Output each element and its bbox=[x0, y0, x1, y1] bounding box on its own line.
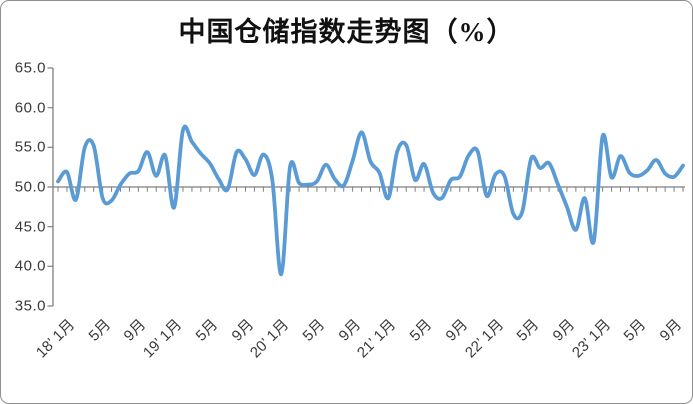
chart-title: 中国仓储指数走势图（%） bbox=[178, 17, 515, 47]
y-tick-label: 35.0 bbox=[14, 297, 46, 315]
y-tick-label: 50.0 bbox=[14, 178, 46, 196]
y-tick-label: 60.0 bbox=[14, 99, 46, 117]
axis-ticks bbox=[47, 67, 684, 307]
index-series-line bbox=[56, 124, 685, 277]
y-tick-label: 65.0 bbox=[14, 59, 46, 77]
axis-lines bbox=[52, 68, 685, 306]
y-tick-label: 40.0 bbox=[14, 257, 46, 275]
y-tick-label: 45.0 bbox=[14, 218, 46, 236]
y-tick-label: 55.0 bbox=[14, 138, 46, 156]
